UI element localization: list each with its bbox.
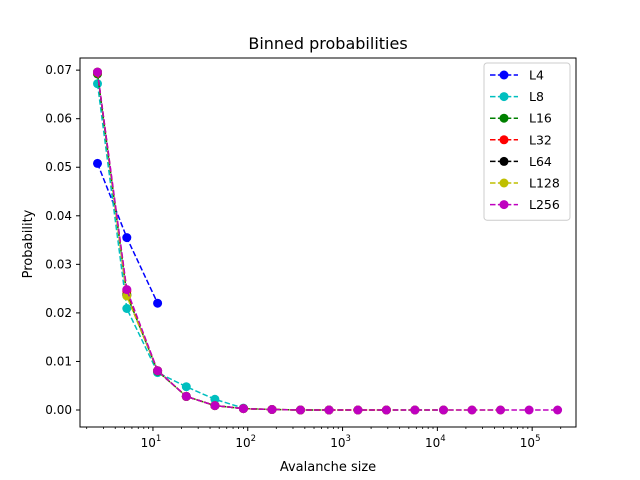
- y-tick-label: 0.01: [45, 354, 72, 368]
- data-point-L256: [153, 366, 163, 376]
- legend-marker: [499, 200, 509, 210]
- y-tick-label: 0.06: [45, 112, 72, 126]
- data-point-L256: [324, 405, 334, 415]
- legend-label: L64: [529, 154, 552, 169]
- legend-item-L4: L4: [490, 68, 544, 83]
- legend-label: L8: [529, 89, 544, 104]
- legend-marker: [499, 135, 509, 145]
- x-tick-label: 105: [520, 434, 541, 450]
- x-tick-label: 103: [330, 434, 351, 450]
- y-tick-label: 0.05: [45, 160, 72, 174]
- legend-marker: [499, 92, 509, 102]
- axes-layer: 0.00 0.01 0.02 0.03 0.04 0.05 0.06 0.07 101 102 10…: [45, 57, 577, 450]
- legend-item-L32: L32: [490, 132, 552, 147]
- data-point-L256: [267, 405, 277, 414]
- y-tick-label: 0.07: [45, 63, 72, 77]
- data-point-L8: [181, 382, 191, 392]
- data-point-L256: [467, 405, 477, 415]
- data-point-L4: [153, 298, 163, 308]
- data-point-L256: [93, 67, 102, 77]
- legend-item-L16: L16: [490, 111, 552, 126]
- data-point-L8: [93, 79, 102, 89]
- data-point-L256: [524, 405, 534, 415]
- legend-item-L256: L256: [490, 197, 560, 212]
- series-line-L8: [96, 83, 244, 409]
- data-point-L256: [181, 391, 191, 401]
- legend-marker: [499, 113, 509, 123]
- data-point-L256: [122, 285, 132, 295]
- data-point-L256: [296, 405, 305, 415]
- data-point-L4: [93, 158, 102, 168]
- data-point-L4: [122, 233, 132, 243]
- y-tick-label: 0.02: [45, 306, 72, 320]
- legend: L4 L8 L16 L32 L64 L128 L256: [483, 62, 571, 221]
- series-L4: [93, 158, 163, 308]
- data-point-L8: [122, 304, 132, 313]
- y-tick-label: 0.03: [45, 257, 72, 271]
- y-axis-label: Probability: [21, 209, 36, 278]
- x-tick-label: 104: [425, 434, 446, 450]
- legend-label: L16: [529, 111, 552, 126]
- x-axis-label: Avalanche size: [280, 460, 376, 475]
- legend-label: L4: [529, 68, 544, 83]
- data-point-L256: [496, 405, 505, 415]
- y-tick-label: 0.04: [45, 209, 72, 223]
- data-point-L256: [353, 405, 363, 415]
- series-line-L256: [96, 71, 558, 411]
- legend-item-L8: L8: [490, 89, 544, 104]
- x-tick-label: 102: [235, 434, 256, 450]
- series-layer: [93, 67, 563, 415]
- legend-marker: [499, 156, 509, 166]
- x-tick-label: 101: [141, 434, 162, 450]
- data-point-L8: [210, 394, 220, 404]
- legend-item-L64: L64: [490, 154, 552, 169]
- data-point-L256: [210, 401, 220, 411]
- legend-label: L256: [529, 197, 560, 212]
- legend-item-L128: L128: [490, 176, 560, 191]
- data-point-L256: [381, 405, 391, 415]
- data-point-L256: [238, 404, 248, 414]
- chart-title: Binned probabilities: [248, 34, 407, 53]
- legend-marker: [499, 70, 509, 80]
- y-tick-label: 0.00: [45, 403, 72, 417]
- data-point-L256: [553, 405, 563, 415]
- data-point-L256: [410, 405, 420, 415]
- legend-label: L32: [529, 132, 552, 147]
- series-L256: [93, 67, 563, 415]
- data-point-L256: [439, 405, 448, 415]
- legend-marker: [499, 178, 509, 188]
- legend-label: L128: [529, 176, 560, 191]
